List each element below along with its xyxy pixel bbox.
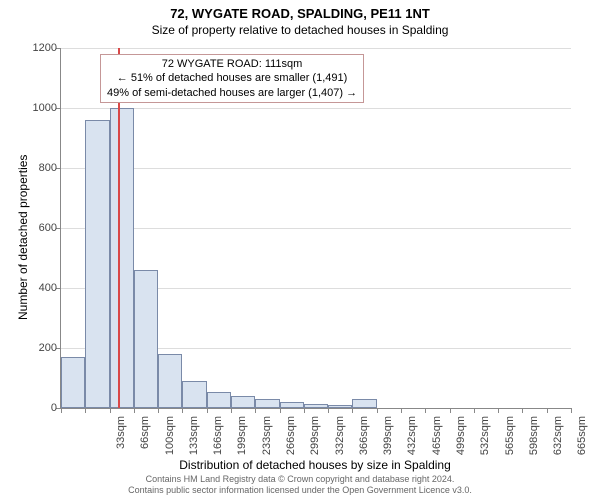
chart-container: 72, WYGATE ROAD, SPALDING, PE11 1NT Size…: [0, 0, 600, 500]
gridline: [61, 168, 571, 169]
x-tick-mark: [255, 408, 256, 413]
histogram-bar: [134, 270, 158, 408]
x-tick-mark: [207, 408, 208, 413]
page-subtitle: Size of property relative to detached ho…: [0, 21, 600, 39]
annotation-line2: ← 51% of detached houses are smaller (1,…: [107, 71, 357, 85]
chart-area: 02004006008001000120033sqm66sqm100sqm133…: [60, 48, 570, 408]
histogram-bar: [158, 354, 182, 408]
x-axis-label: Distribution of detached houses by size …: [60, 458, 570, 472]
x-tick-mark: [158, 408, 159, 413]
histogram-bar: [207, 392, 231, 409]
x-tick-label: 665sqm: [576, 416, 588, 466]
x-tick-mark: [425, 408, 426, 413]
annotation-box: 72 WYGATE ROAD: 111sqm ← 51% of detached…: [100, 54, 364, 103]
histogram-bar: [280, 402, 304, 408]
histogram-bar: [255, 399, 279, 408]
y-tick-label: 1200: [17, 42, 57, 54]
histogram-bar: [182, 381, 206, 408]
x-tick-mark: [304, 408, 305, 413]
gridline: [61, 108, 571, 109]
gridline: [61, 228, 571, 229]
histogram-bar: [85, 120, 109, 408]
x-tick-mark: [231, 408, 232, 413]
histogram-bar: [352, 399, 376, 408]
x-tick-mark: [110, 408, 111, 413]
x-tick-mark: [352, 408, 353, 413]
x-tick-mark: [85, 408, 86, 413]
footer-line1: Contains HM Land Registry data © Crown c…: [0, 474, 600, 485]
histogram-bar: [231, 396, 255, 408]
x-tick-mark: [547, 408, 548, 413]
footer: Contains HM Land Registry data © Crown c…: [0, 474, 600, 496]
page-title: 72, WYGATE ROAD, SPALDING, PE11 1NT: [0, 0, 600, 21]
x-tick-mark: [571, 408, 572, 413]
y-tick-label: 1000: [17, 102, 57, 114]
annotation-line1: 72 WYGATE ROAD: 111sqm: [107, 57, 357, 71]
y-tick-label: 0: [17, 402, 57, 414]
annotation-line3: 49% of semi-detached houses are larger (…: [107, 86, 357, 100]
x-tick-mark: [328, 408, 329, 413]
histogram-bar: [328, 405, 352, 408]
footer-line2: Contains public sector information licen…: [0, 485, 600, 496]
x-tick-mark: [134, 408, 135, 413]
x-tick-mark: [401, 408, 402, 413]
x-tick-mark: [474, 408, 475, 413]
x-tick-mark: [522, 408, 523, 413]
x-tick-mark: [498, 408, 499, 413]
histogram-bar: [110, 108, 134, 408]
histogram-bar: [304, 404, 328, 409]
x-tick-mark: [61, 408, 62, 413]
x-tick-mark: [450, 408, 451, 413]
gridline: [61, 48, 571, 49]
x-tick-mark: [280, 408, 281, 413]
x-tick-mark: [182, 408, 183, 413]
x-tick-mark: [377, 408, 378, 413]
y-axis-label: Number of detached properties: [16, 155, 30, 320]
histogram-bar: [61, 357, 85, 408]
y-tick-label: 200: [17, 342, 57, 354]
